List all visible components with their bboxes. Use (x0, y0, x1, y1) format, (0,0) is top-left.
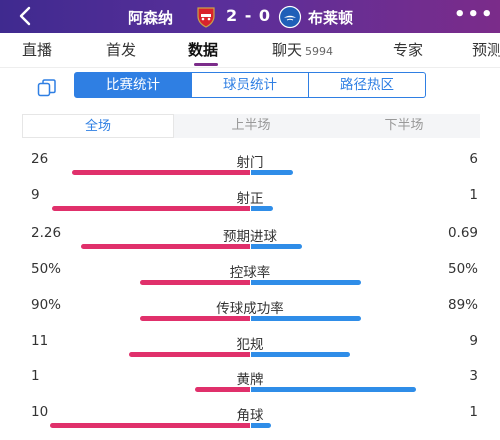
stat-label: 犯规 (236, 337, 264, 353)
tabs-divider (0, 67, 500, 68)
tab-label: 数据 (188, 41, 219, 59)
away-bar (251, 387, 416, 392)
away-bar (251, 206, 273, 211)
stat-row-pass-accuracy: 90% 传球成功率 89% (0, 297, 500, 325)
home-bar (195, 387, 250, 392)
home-bar (129, 352, 250, 357)
stat-label: 角球 (236, 408, 264, 424)
home-value: 90% (31, 297, 62, 313)
home-bar (81, 244, 250, 249)
home-value: 9 (31, 187, 40, 203)
segment-player-stats[interactable]: 球员统计 (191, 72, 309, 98)
active-tab-indicator (194, 63, 218, 66)
copy-icon[interactable] (36, 77, 58, 99)
home-bar (52, 206, 250, 211)
tab-predictions[interactable]: 预测 (472, 39, 500, 60)
stat-label: 射门 (236, 155, 264, 171)
tab-label: 预测 (472, 41, 500, 59)
tab-live[interactable]: 直播 (22, 39, 52, 60)
stat-label: 传球成功率 (216, 301, 284, 317)
away-bar (251, 316, 361, 321)
tab-label: 专家 (393, 41, 424, 59)
stat-label: 黄牌 (236, 372, 264, 388)
back-arrow-icon[interactable] (14, 2, 38, 30)
stat-row-xg: 2.26 预期进球 0.69 (0, 225, 500, 253)
stat-row-shots-on-target: 9 射正 1 (0, 187, 500, 215)
stat-label: 预期进球 (223, 229, 277, 245)
stat-row-corners: 10 角球 1 (0, 404, 500, 432)
tab-label: 聊天 (272, 41, 303, 59)
away-bar (251, 170, 293, 175)
home-team-name[interactable]: 阿森纳 (128, 9, 174, 27)
stat-row-shots: 26 射门 6 (0, 151, 500, 179)
home-bar (50, 423, 250, 428)
chat-count: 5994 (305, 45, 334, 58)
home-value: 11 (31, 333, 49, 349)
brighton-crest-icon (278, 5, 302, 29)
stats-segment-control: 比赛统计 球员统计 路径热区 (74, 72, 426, 98)
match-header: 阿森纳 2 - 0 布莱顿 ••• (0, 0, 500, 33)
tab-chat[interactable]: 聊天 5994 (272, 39, 333, 60)
period-first-half[interactable]: 上半场 (231, 118, 271, 133)
stat-label: 射正 (236, 191, 264, 207)
away-value: 50% (447, 261, 478, 277)
home-bar (72, 170, 250, 175)
home-value: 1 (31, 368, 40, 384)
away-bar (251, 423, 271, 428)
stat-label: 控球率 (229, 265, 271, 281)
segment-match-stats[interactable]: 比赛统计 (74, 72, 192, 98)
away-bar (251, 352, 350, 357)
period-second-half[interactable]: 下半场 (384, 118, 424, 133)
away-value: 0.69 (447, 225, 478, 241)
home-bar (140, 280, 250, 285)
stat-row-yellow-cards: 1 黄牌 3 (0, 368, 500, 396)
away-value: 6 (469, 151, 478, 167)
stat-row-fouls: 11 犯规 9 (0, 333, 500, 361)
away-value: 1 (469, 187, 478, 203)
arsenal-crest-icon (197, 7, 215, 28)
period-selector: 全场 上半场 下半场 (22, 114, 480, 138)
home-value: 2.26 (31, 225, 62, 241)
away-value: 9 (469, 333, 478, 349)
away-value: 3 (469, 368, 478, 384)
segment-heatmap[interactable]: 路径热区 (308, 72, 426, 98)
match-score: 2 - 0 (226, 6, 272, 25)
away-value: 89% (447, 297, 478, 313)
tab-label: 首发 (106, 41, 137, 59)
tab-lineup[interactable]: 首发 (106, 39, 136, 60)
period-full-match[interactable]: 全场 (22, 114, 174, 138)
match-tabs: 直播 首发 数据 聊天 5994 专家 预测 (0, 33, 500, 67)
away-bar (251, 280, 361, 285)
away-value: 1 (469, 404, 478, 420)
tab-label: 直播 (22, 41, 53, 59)
away-bar (251, 244, 302, 249)
away-team-name[interactable]: 布莱顿 (308, 9, 354, 27)
stat-row-possession: 50% 控球率 50% (0, 261, 500, 289)
tab-experts[interactable]: 专家 (393, 39, 423, 60)
more-options-icon[interactable]: ••• (454, 4, 495, 25)
home-value: 26 (31, 151, 49, 167)
home-value: 10 (31, 404, 49, 420)
home-bar (140, 316, 250, 321)
home-value: 50% (31, 261, 62, 277)
tab-stats[interactable]: 数据 (188, 39, 218, 60)
